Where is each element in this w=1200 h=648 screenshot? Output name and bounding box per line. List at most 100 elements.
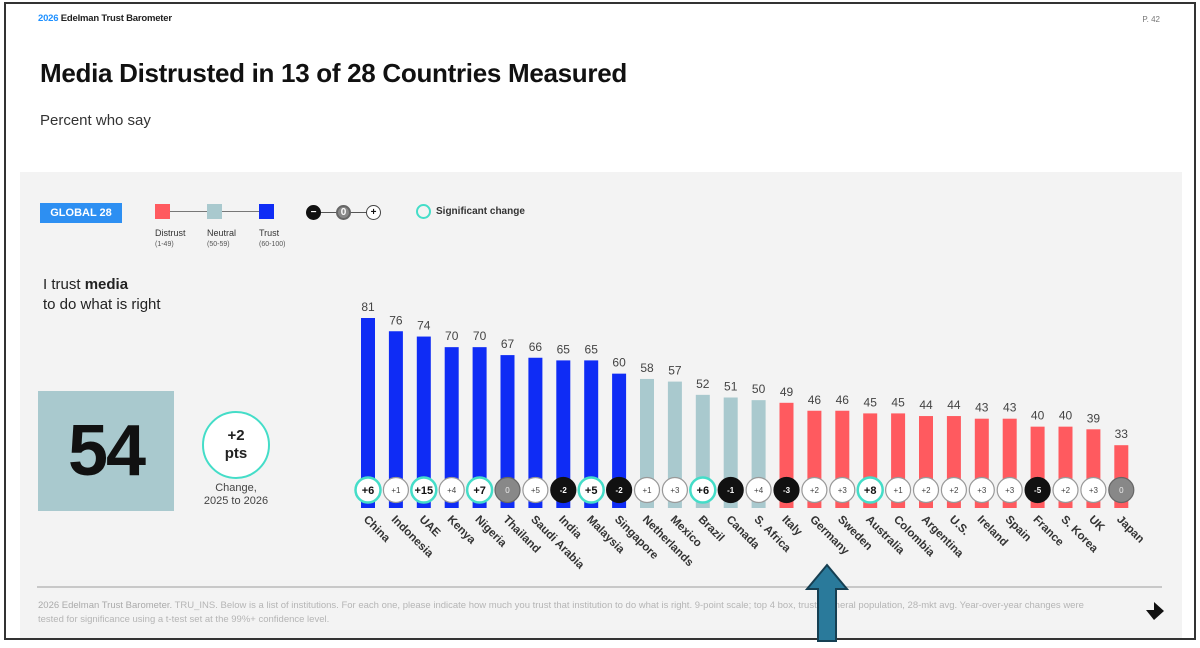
bar — [640, 378, 654, 508]
change-circle — [494, 476, 521, 504]
bar — [528, 357, 543, 508]
bar-value-label: 46 — [808, 393, 822, 407]
bar-value-label: 58 — [640, 361, 654, 375]
bar-value-label: 66 — [529, 340, 543, 354]
global-badge: GLOBAL 28 — [40, 203, 122, 223]
change-label: +3 — [670, 486, 680, 495]
change-label: -5 — [1034, 486, 1042, 495]
brand-logo: 2026 Edelman Trust Barometer — [38, 13, 172, 24]
brand-name: Edelman Trust Barometer — [60, 13, 172, 24]
change-circle — [745, 476, 772, 504]
change-label: -3 — [783, 486, 791, 495]
change-label: +1 — [642, 486, 652, 495]
bar-value-label: 81 — [361, 300, 375, 314]
significant-change-circle — [354, 476, 382, 504]
change-circle — [912, 476, 940, 504]
trust-swatch — [259, 204, 274, 219]
minus-circle-icon: − — [306, 205, 321, 220]
significant-change-legend: Significant change — [416, 204, 525, 219]
change-circle — [968, 476, 995, 504]
bar-value-label: 52 — [696, 377, 710, 391]
bar — [388, 331, 403, 508]
next-slide-arrow-icon[interactable] — [1142, 598, 1166, 622]
change-caption-line2: 2025 to 2026 — [203, 495, 269, 507]
bar-value-label: 43 — [1003, 401, 1017, 415]
statement-prefix: I trust — [43, 276, 85, 293]
global-change-value: +2 — [227, 427, 245, 444]
change-circle — [522, 476, 549, 504]
change-circle — [801, 476, 828, 504]
brand-year: 2026 — [38, 13, 59, 24]
change-circle — [884, 476, 912, 504]
bar — [584, 360, 599, 508]
bar-value-label: 65 — [557, 342, 571, 356]
change-circle — [996, 476, 1023, 504]
trust-label: Trust — [259, 228, 280, 238]
significant-change-circle — [465, 476, 494, 504]
change-label: 0 — [1119, 486, 1124, 495]
change-label: +3 — [1089, 486, 1099, 495]
change-circle — [829, 476, 856, 504]
bar — [500, 355, 515, 508]
change-label: 0 — [505, 486, 510, 495]
bar — [472, 347, 487, 508]
page-subtitle: Percent who say — [40, 112, 151, 129]
significant-change-circle — [410, 476, 438, 504]
significant-change-circle — [689, 476, 717, 504]
statement-emphasis: media — [84, 276, 129, 293]
bar-value-label: 74 — [417, 319, 431, 333]
bar — [416, 336, 431, 508]
change-label: -1 — [727, 486, 735, 495]
annotation-up-arrow-icon — [805, 563, 849, 642]
change-caption-line1: Change, — [215, 482, 257, 494]
global-score: 54 — [38, 391, 174, 511]
bar-value-label: 40 — [1031, 409, 1045, 423]
neutral-label: Neutral — [207, 228, 237, 238]
bar-value-label: 44 — [947, 398, 961, 412]
change-circle — [633, 476, 661, 504]
bar-value-label: 57 — [668, 364, 682, 378]
page-number: P. 42 — [1142, 15, 1160, 24]
change-label: +5 — [585, 485, 598, 497]
bar — [667, 381, 682, 508]
significant-ring-icon — [416, 204, 431, 219]
statement-suffix: to do what is right — [43, 296, 161, 313]
change-circle — [940, 476, 968, 504]
bar-value-label: 44 — [919, 398, 933, 412]
bar-value-label: 45 — [891, 395, 905, 409]
significant-change-label: Significant change — [436, 206, 525, 217]
change-label: -2 — [616, 486, 624, 495]
page-title: Media Distrusted in 13 of 28 Countries M… — [40, 58, 627, 88]
change-label: +1 — [391, 486, 401, 495]
change-label: +3 — [1005, 486, 1015, 495]
global-change-badge: +2 pts — [202, 411, 270, 479]
change-label: +2 — [1061, 486, 1071, 495]
bar-value-label: 50 — [752, 382, 766, 396]
bar-value-label: 51 — [724, 380, 738, 394]
bar-group: 39+3UK — [1080, 411, 1107, 534]
bar-value-label: 45 — [864, 395, 878, 409]
trust-range: (60-100) — [259, 241, 286, 248]
change-label: +3 — [838, 486, 848, 495]
footer-divider — [37, 586, 1162, 588]
change-circle — [1052, 476, 1079, 504]
change-label: +4 — [447, 486, 457, 495]
change-circle — [438, 476, 465, 504]
neutral-swatch — [207, 204, 222, 219]
bar — [556, 360, 571, 508]
bar-value-label: 60 — [612, 356, 626, 370]
bar — [444, 347, 459, 508]
bar-value-label: 67 — [501, 337, 515, 351]
bar-value-label: 76 — [389, 313, 403, 327]
change-label: +6 — [697, 485, 710, 497]
bar — [361, 318, 375, 508]
change-circle — [605, 476, 633, 504]
bar — [612, 373, 627, 508]
footnote-source: 2026 Edelman Trust Barometer. — [38, 600, 173, 611]
change-label: +3 — [977, 486, 987, 495]
global-change-caption: Change, 2025 to 2026 — [186, 482, 286, 508]
change-label: +7 — [473, 485, 486, 497]
plus-circle-icon: + — [366, 205, 381, 220]
change-label: +1 — [894, 486, 904, 495]
